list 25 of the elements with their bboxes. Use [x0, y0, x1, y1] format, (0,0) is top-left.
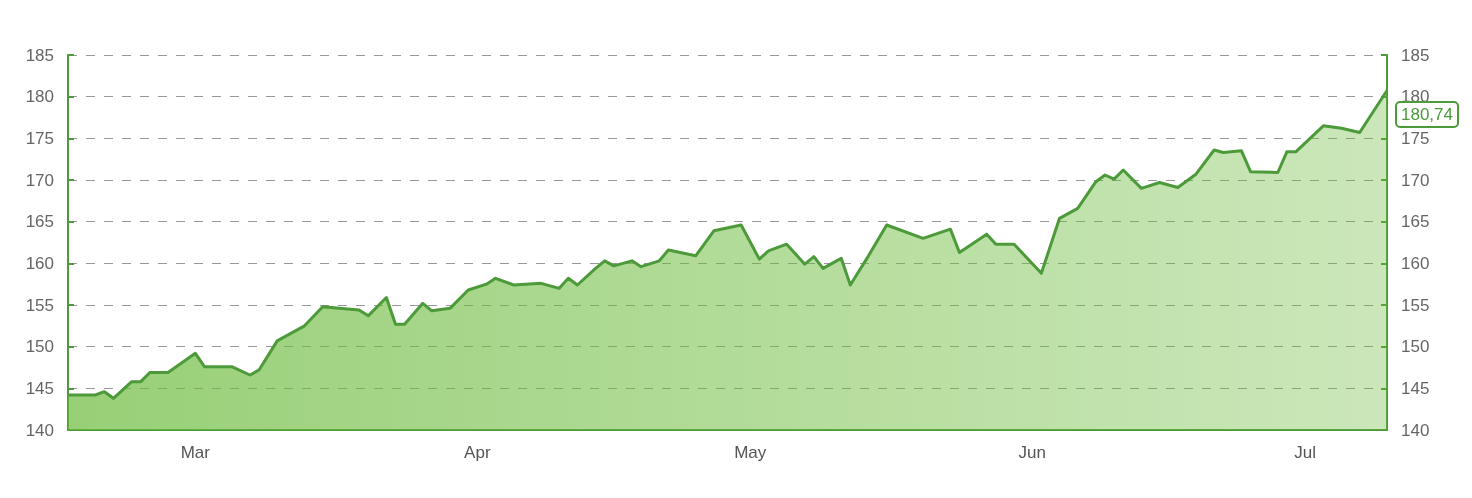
x-tick-label: Jun [1018, 443, 1046, 462]
x-tick-label: Apr [464, 443, 491, 462]
y-tick-label: 155 [25, 295, 54, 315]
y2-tick-label: 185 [1401, 45, 1430, 65]
x-tick-label: Jul [1294, 443, 1316, 462]
y-tick-label: 175 [25, 128, 54, 148]
x-tick-label: Mar [180, 443, 211, 462]
y-tick-label: 180 [25, 87, 54, 107]
y-tick-label: 170 [25, 170, 54, 190]
y2-tick-label: 145 [1401, 378, 1430, 398]
y-tick-label: 160 [25, 253, 54, 273]
x-tick-label: May [734, 443, 767, 462]
y2-tick-label: 140 [1401, 420, 1430, 440]
y-tick-label: 150 [25, 337, 54, 357]
y-tick-label: 145 [25, 378, 54, 398]
y-tick-label: 185 [25, 45, 54, 65]
y-tick-label: 165 [25, 212, 54, 232]
annotation: 180,74 [1401, 105, 1453, 124]
y2-tick-label: 165 [1401, 212, 1430, 232]
y2-tick-label: 170 [1401, 170, 1430, 190]
y2-tick-label: 160 [1401, 253, 1430, 273]
y2-tick-label: 150 [1401, 337, 1430, 357]
y2-tick-label: 175 [1401, 128, 1430, 148]
y-tick-label: 140 [25, 420, 54, 440]
y2-tick-label: 155 [1401, 295, 1430, 315]
